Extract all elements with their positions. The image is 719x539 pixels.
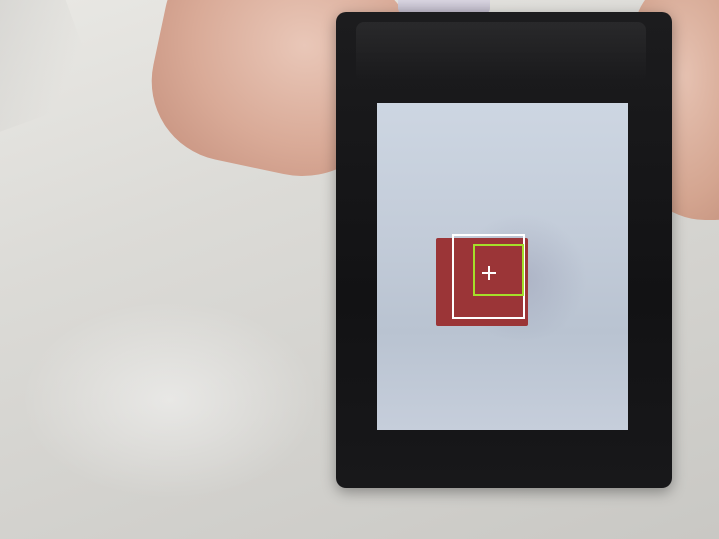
- background-object: [0, 0, 101, 137]
- detected-red-object: [436, 238, 528, 326]
- table-surface-reflection: [20, 300, 320, 500]
- bezel-glare: [356, 22, 646, 82]
- crosshair-icon: [482, 266, 496, 280]
- device-screen: [377, 103, 628, 430]
- detection-box-outer: [452, 234, 525, 319]
- usb-cable: [398, 0, 490, 14]
- detection-box-inner: [473, 244, 524, 296]
